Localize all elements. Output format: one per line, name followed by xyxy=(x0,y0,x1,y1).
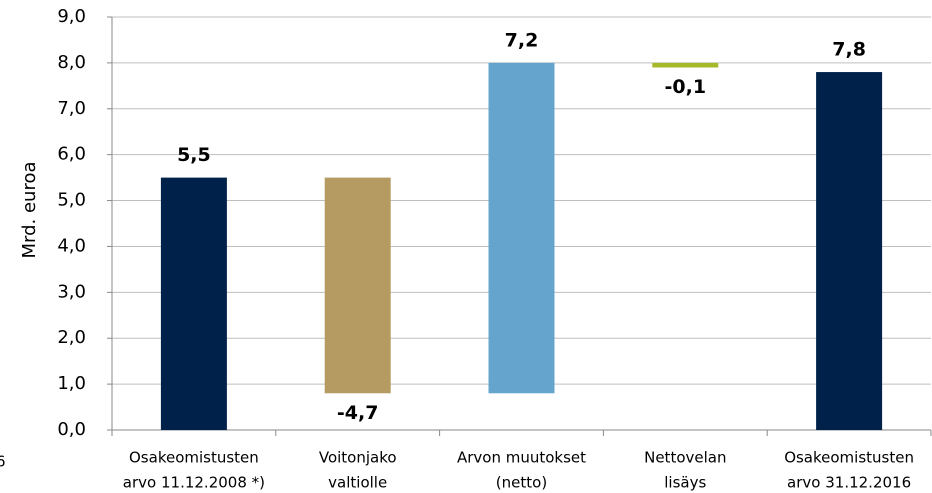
side-note: 6 xyxy=(0,453,6,471)
x-tick-label: (netto) xyxy=(496,474,547,492)
y-tick-label: 3,0 xyxy=(57,281,86,302)
x-tick-label: Osakeomistusten xyxy=(784,449,914,467)
x-tick-label: Arvon muutokset xyxy=(457,449,586,467)
y-tick-label: 0,0 xyxy=(57,419,86,440)
data-label: -4,7 xyxy=(337,402,379,424)
x-tick-label: Nettovelan xyxy=(644,449,726,467)
data-label: 5,5 xyxy=(177,144,211,166)
x-tick-label: Osakeomistusten xyxy=(129,449,259,467)
y-tick-label: 1,0 xyxy=(57,373,86,394)
bar xyxy=(324,177,391,394)
y-axis-label: Mrd. euroa xyxy=(19,161,40,258)
data-label: 7,8 xyxy=(832,39,866,61)
y-tick-label: 5,0 xyxy=(57,190,86,211)
y-tick-label: 4,0 xyxy=(57,235,86,256)
y-tick-label: 6,0 xyxy=(57,144,86,165)
y-tick-label: 9,0 xyxy=(57,6,86,27)
data-label: -0,1 xyxy=(665,76,707,98)
data-label: 7,2 xyxy=(505,29,539,51)
bar xyxy=(652,62,719,68)
x-tick-label: lisäys xyxy=(664,474,706,492)
x-tick-label: Voitonjako xyxy=(319,449,397,467)
y-tick-label: 2,0 xyxy=(57,327,86,348)
bar xyxy=(816,72,883,431)
bar xyxy=(488,62,555,394)
y-tick-label: 7,0 xyxy=(57,98,86,119)
x-tick-label: arvo 31.12.2016 xyxy=(787,474,911,492)
x-tick-label: valtiolle xyxy=(328,474,387,492)
y-tick-label: 8,0 xyxy=(57,52,86,73)
bar xyxy=(160,177,227,430)
x-tick-label: arvo 11.12.2008 *) xyxy=(123,474,265,492)
